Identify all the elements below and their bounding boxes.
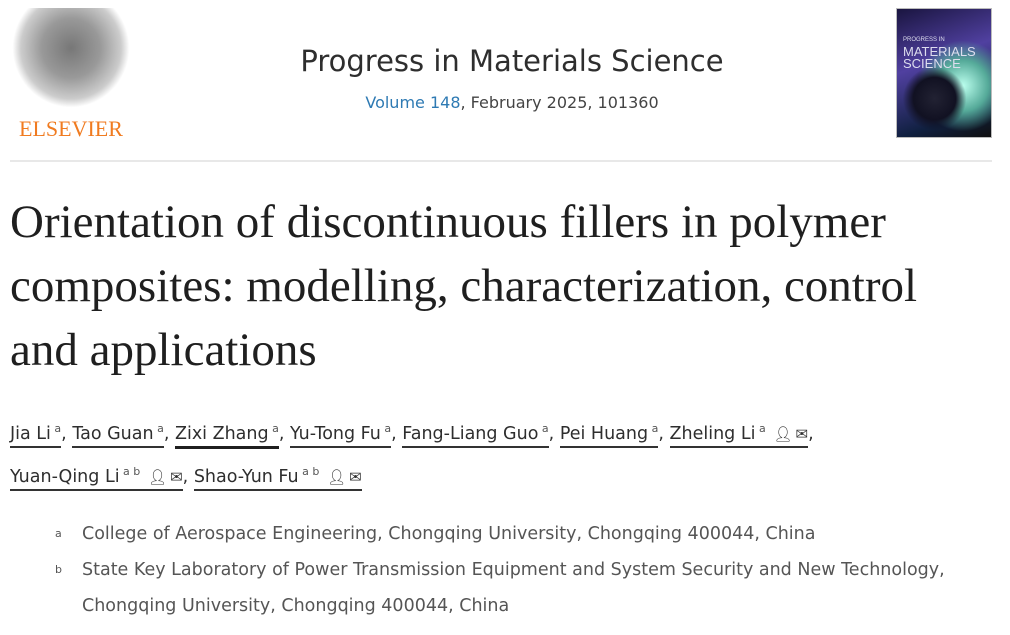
article-title: Orientation of discontinuous fillers in …: [10, 196, 918, 376]
journal-cover-image[interactable]: PROGRESS IN MATERIALS SCIENCE: [896, 8, 992, 138]
affiliation-label: b: [55, 563, 62, 576]
author-link[interactable]: Yuan-Qing Li a b 👤︎ ✉: [10, 464, 183, 491]
mail-icon: ✉: [170, 467, 183, 486]
author-link[interactable]: Fang-Liang Guo a: [402, 422, 549, 448]
affiliation-marker: a: [153, 422, 164, 435]
author-name: Shao-Yun Fu: [193, 466, 299, 487]
author-name: Jia Li: [10, 423, 51, 444]
tree-logo-image: [12, 8, 130, 108]
author-link[interactable]: Jia Li a: [10, 422, 62, 448]
author-name: Zixi Zhang: [174, 423, 269, 444]
volume-info: Volume 148, February 2025, 101360: [200, 93, 824, 112]
separator: ,: [182, 466, 194, 487]
person-icon: 👤︎: [768, 424, 793, 443]
affiliation-marker: a: [538, 422, 549, 435]
separator: ,: [808, 423, 814, 444]
journal-title[interactable]: Progress in Materials Science: [300, 44, 724, 78]
author-name: Tao Guan: [72, 423, 154, 444]
separator: ,: [391, 423, 403, 444]
affiliation-item: b State Key Laboratory of Power Transmiss…: [55, 552, 985, 624]
affiliation-marker: a: [268, 422, 279, 435]
author-name: Yu-Tong Fu: [290, 423, 381, 444]
affiliations: a College of Aerospace Engineering, Chong…: [55, 516, 985, 624]
author-list: Jia Li a, Tao Guan a, Zixi Zhang a, Yu-T…: [10, 410, 1000, 496]
affiliation-marker: a: [380, 422, 392, 435]
mail-icon: ✉: [795, 424, 809, 443]
person-icon: 👤︎: [322, 467, 347, 486]
author-link[interactable]: Zixi Zhang a: [174, 422, 279, 449]
affiliation-marker: a: [648, 422, 659, 435]
affiliation-marker: a b: [119, 464, 141, 478]
affiliation-text: State Key Laboratory of Power Transmissi…: [82, 560, 945, 616]
author-link[interactable]: Zheling Li a 👤︎ ✉: [669, 422, 809, 448]
separator: ,: [548, 423, 560, 444]
mail-icon: ✉: [349, 467, 362, 486]
author-link[interactable]: Pei Huang a: [559, 422, 659, 448]
affiliation-text: College of Aerospace Engineering, Chongq…: [82, 524, 816, 544]
affiliation-marker: a: [755, 422, 766, 435]
author-link[interactable]: Shao-Yun Fu a b 👤︎ ✉: [193, 464, 362, 491]
author-name: Fang-Liang Guo: [402, 423, 539, 444]
separator: ,: [278, 423, 290, 444]
affiliation-marker: a b: [298, 464, 320, 478]
divider: [10, 160, 992, 162]
separator: ,: [61, 423, 73, 444]
affiliation-label: a: [55, 527, 62, 540]
author-name: Pei Huang: [559, 423, 649, 444]
author-link[interactable]: Tao Guan a: [72, 422, 164, 448]
separator: ,: [163, 423, 175, 444]
elsevier-logo[interactable]: ELSEVIER: [10, 8, 132, 142]
affiliation-item: a College of Aerospace Engineering, Chong…: [55, 516, 985, 552]
author-name: Zheling Li: [669, 423, 756, 444]
volume-link[interactable]: Volume 148: [365, 93, 461, 112]
logo-wordmark: ELSEVIER: [19, 116, 123, 141]
separator: ,: [658, 423, 670, 444]
person-icon: 👤︎: [143, 467, 168, 486]
author-name: Yuan-Qing Li: [10, 466, 120, 487]
author-link[interactable]: Yu-Tong Fu a: [290, 422, 392, 448]
affiliation-marker: a: [50, 422, 62, 435]
issue-date: , February 2025, 101360: [460, 93, 659, 112]
